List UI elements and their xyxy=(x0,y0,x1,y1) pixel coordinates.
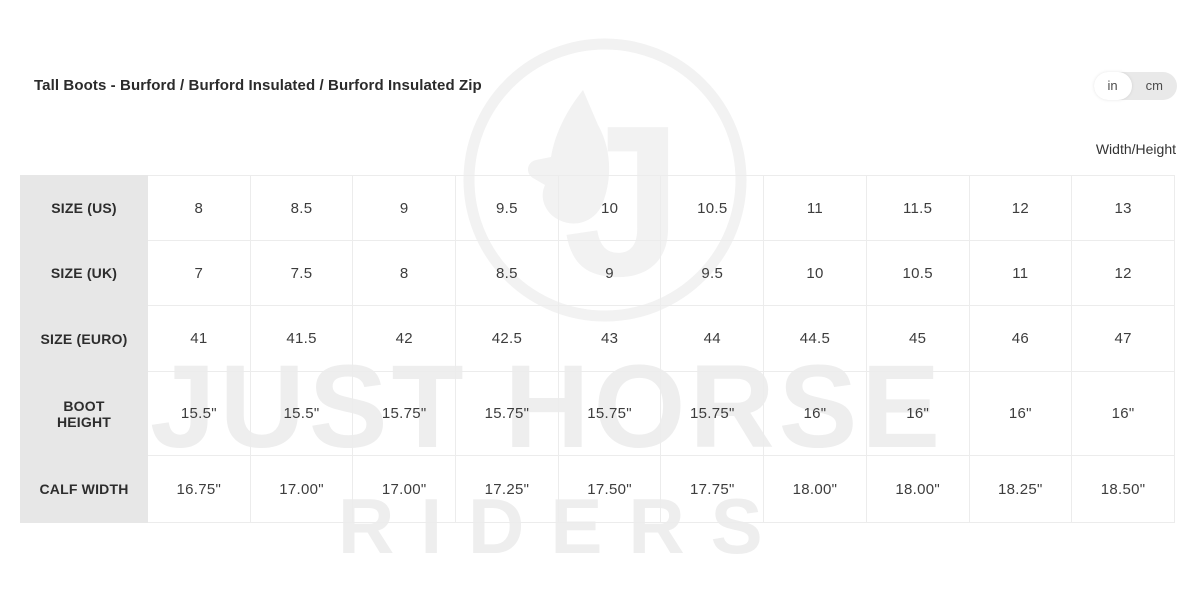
unit-in-button[interactable]: in xyxy=(1093,72,1132,100)
size-cell: 46 xyxy=(968,305,1073,372)
size-cell: 16.75" xyxy=(147,455,251,523)
size-cell: 15.75" xyxy=(557,371,662,456)
page-title: Tall Boots - Burford / Burford Insulated… xyxy=(34,77,482,94)
size-cell: 18.50" xyxy=(1071,455,1175,523)
size-cell: 17.75" xyxy=(660,455,765,523)
size-cell: 13 xyxy=(1071,175,1175,241)
size-cell: 10 xyxy=(763,240,867,306)
size-cell: 12 xyxy=(968,175,1073,241)
size-cell: 9 xyxy=(352,175,457,241)
size-cell: 45 xyxy=(865,305,970,372)
size-cell: 7 xyxy=(147,240,251,306)
size-cell: 44 xyxy=(660,305,765,372)
size-cell: 8.5 xyxy=(249,175,354,241)
size-cell: 8 xyxy=(352,240,457,306)
table-row: SIZE (UK) 7 7.5 8 8.5 9 9.5 10 10.5 11 12 xyxy=(20,240,1175,306)
size-cell: 15.5" xyxy=(249,371,354,456)
table-row: SIZE (US) 8 8.5 9 9.5 10 10.5 11 11.5 12 13 xyxy=(20,175,1175,241)
size-cell: 44.5 xyxy=(763,305,867,372)
size-cell: 8 xyxy=(147,175,251,241)
size-cell: 42 xyxy=(352,305,457,372)
size-cell: 8.5 xyxy=(455,240,559,306)
size-cell: 43 xyxy=(557,305,662,372)
size-cell: 17.50" xyxy=(557,455,662,523)
size-cell: 18.25" xyxy=(968,455,1073,523)
size-cell: 18.00" xyxy=(865,455,970,523)
size-cell: 16" xyxy=(763,371,867,456)
size-cell: 42.5 xyxy=(455,305,559,372)
table-row: BOOT HEIGHT 15.5" 15.5" 15.75" 15.75" 15.75" 1… xyxy=(20,371,1175,456)
size-cell: 41 xyxy=(147,305,251,372)
size-cell: 16" xyxy=(1071,371,1175,456)
size-cell: 17.00" xyxy=(352,455,457,523)
size-cell: 10.5 xyxy=(865,240,970,306)
size-cell: 9 xyxy=(557,240,662,306)
size-cell: 9.5 xyxy=(455,175,559,241)
unit-cm-button[interactable]: cm xyxy=(1145,78,1163,93)
size-cell: 17.25" xyxy=(455,455,559,523)
table-row: CALF WIDTH 16.75" 17.00" 17.00" 17.25" 17.50"… xyxy=(20,455,1175,523)
size-cell: 41.5 xyxy=(249,305,354,372)
table-row: SIZE (EURO) 41 41.5 42 42.5 43 44 44.5 45 46 47 xyxy=(20,305,1175,372)
size-cell: 16" xyxy=(865,371,970,456)
size-cell: 11 xyxy=(763,175,867,241)
size-cell: 10 xyxy=(557,175,662,241)
size-cell: 7.5 xyxy=(249,240,354,306)
size-cell: 18.00" xyxy=(763,455,867,523)
unit-toggle: in cm xyxy=(1093,72,1177,100)
row-header: BOOT HEIGHT xyxy=(20,371,148,456)
row-header: SIZE (EURO) xyxy=(20,305,148,372)
size-table-body: SIZE (US) 8 8.5 9 9.5 10 10.5 11 11.5 12 13 SIZE (U… xyxy=(20,175,1175,523)
size-cell: 10.5 xyxy=(660,175,765,241)
size-cell: 15.75" xyxy=(352,371,457,456)
size-cell: 15.75" xyxy=(660,371,765,456)
width-height-label: Width/Height xyxy=(1095,141,1176,157)
size-cell: 11.5 xyxy=(865,175,970,241)
size-cell: 47 xyxy=(1071,305,1175,372)
size-cell: 9.5 xyxy=(660,240,765,306)
size-cell: 16" xyxy=(968,371,1073,456)
size-cell: 12 xyxy=(1071,240,1175,306)
size-cell: 17.00" xyxy=(249,455,354,523)
size-cell: 11 xyxy=(968,240,1073,306)
row-header: CALF WIDTH xyxy=(20,455,148,523)
size-table: SIZE (US) 8 8.5 9 9.5 10 10.5 11 11.5 12 13 SIZE (U… xyxy=(20,175,1175,523)
row-header: SIZE (US) xyxy=(20,175,148,241)
row-header: SIZE (UK) xyxy=(20,240,148,306)
size-cell: 15.75" xyxy=(455,371,559,456)
size-cell: 15.5" xyxy=(147,371,251,456)
